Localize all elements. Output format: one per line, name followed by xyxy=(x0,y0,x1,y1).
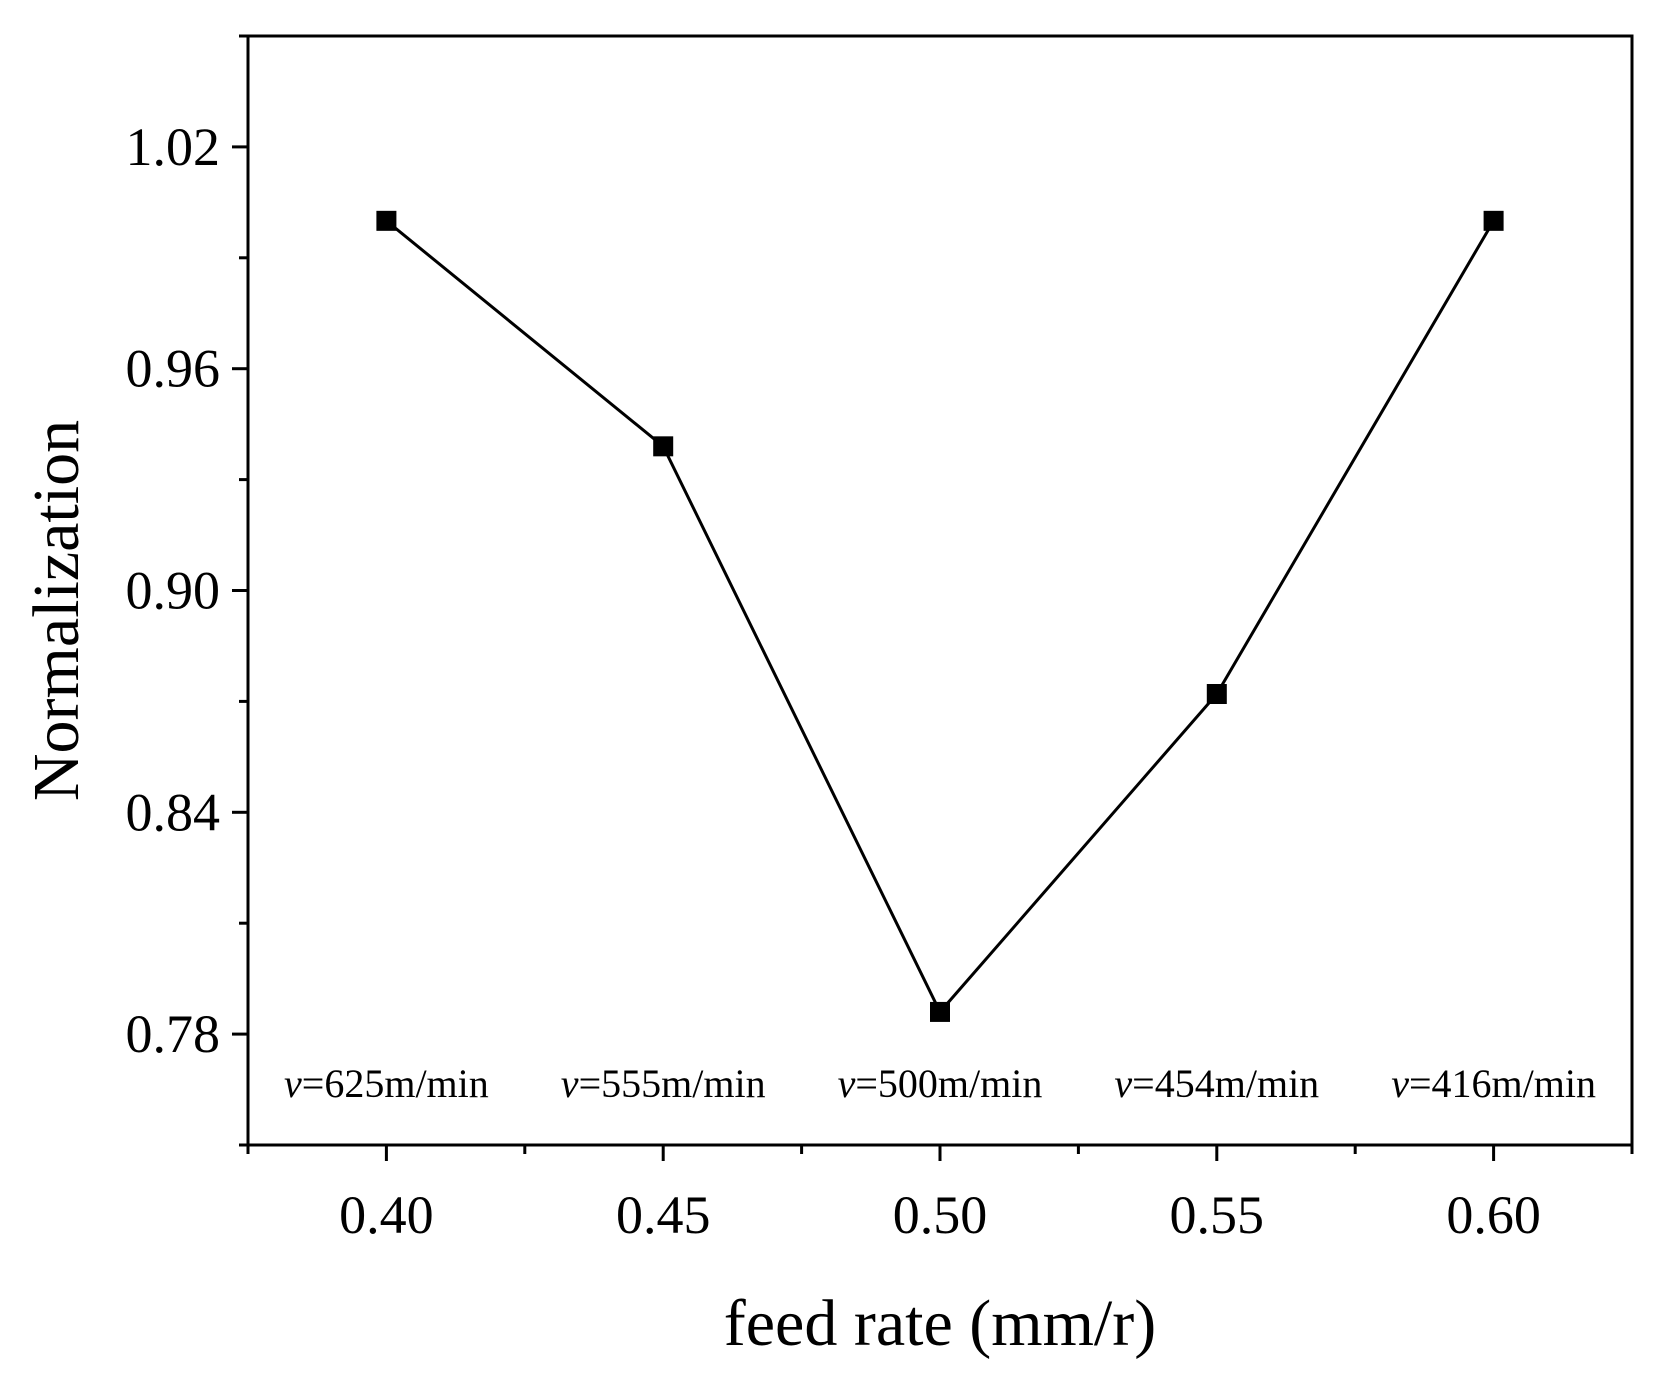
y-tick-label: 0.90 xyxy=(126,561,221,621)
x-tick-label: 0.60 xyxy=(1446,1185,1541,1245)
speed-annotation: v=454m/min xyxy=(1114,1061,1319,1106)
x-tick-label: 0.50 xyxy=(893,1185,988,1245)
y-axis-title: Normalization xyxy=(20,420,93,801)
x-axis-title: feed rate (mm/r) xyxy=(724,1287,1156,1360)
speed-value: =500m/min xyxy=(855,1061,1042,1106)
speed-annotation: v=555m/min xyxy=(561,1061,766,1106)
speed-annotation: v=500m/min xyxy=(838,1061,1043,1106)
data-point-marker xyxy=(653,436,674,457)
speed-value: =416m/min xyxy=(1409,1061,1596,1106)
speed-value: =454m/min xyxy=(1132,1061,1319,1106)
x-tick-label: 0.45 xyxy=(616,1185,711,1245)
x-tick-label: 0.55 xyxy=(1170,1185,1265,1245)
plot-frame xyxy=(246,34,1634,1147)
y-tick-label: 0.78 xyxy=(126,1004,221,1064)
y-tick-label: 0.96 xyxy=(126,339,221,399)
speed-variable: v xyxy=(1391,1061,1409,1106)
speed-variable: v xyxy=(284,1061,302,1106)
data-point-marker xyxy=(1483,210,1504,231)
x-tick-label: 0.40 xyxy=(339,1185,434,1245)
speed-variable: v xyxy=(1114,1061,1132,1106)
speed-variable: v xyxy=(561,1061,579,1106)
y-tick-label: 0.84 xyxy=(126,782,221,842)
speed-variable: v xyxy=(838,1061,856,1106)
speed-annotation: v=416m/min xyxy=(1391,1061,1596,1106)
data-point-marker xyxy=(1206,684,1227,705)
speed-value: =555m/min xyxy=(579,1061,766,1106)
data-point-marker xyxy=(376,210,397,231)
series-line xyxy=(385,219,1495,1015)
y-tick-label: 1.02 xyxy=(126,117,221,177)
data-point-marker xyxy=(930,1001,950,1022)
speed-annotation: v=625m/min xyxy=(284,1061,489,1106)
speed-value: =625m/min xyxy=(302,1061,489,1106)
